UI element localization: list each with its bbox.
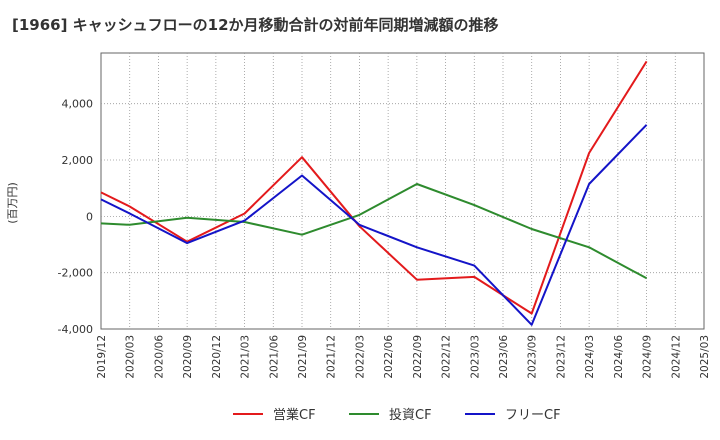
series-line: [100, 183, 648, 280]
legend-label: 投資CF: [389, 407, 432, 423]
y-tick-label: 2,000: [62, 154, 94, 167]
legend-label: 営業CF: [273, 407, 316, 423]
y-axis-label: (百万円): [6, 182, 19, 224]
y-tick-label: 4,000: [62, 98, 94, 111]
x-tick-label: 2020/12: [211, 335, 223, 379]
x-tick-label: 2024/06: [613, 335, 625, 379]
series-line: [100, 124, 648, 326]
x-tick-label: 2023/06: [498, 335, 510, 379]
x-tick-label: 2022/03: [354, 335, 366, 379]
y-tick-labels: -4,000 -2,000 0 2,000 4,000: [58, 98, 93, 336]
x-tick-label: 2020/03: [125, 335, 137, 379]
x-tick-label: 2023/09: [527, 335, 539, 379]
y-tick-label: -4,000: [58, 323, 93, 336]
x-tick-label: 2021/09: [297, 335, 309, 379]
x-tick-label: 2021/12: [326, 335, 338, 379]
x-tick-labels: 2019/12 2020/03 2020/06 2020/09 2020/12 2021/…: [96, 335, 711, 379]
x-tick-label: 2024/12: [670, 335, 682, 379]
x-tick-label: 2022/09: [412, 335, 424, 379]
series-line: [100, 60, 648, 315]
x-tick-label: 2021/06: [268, 335, 280, 379]
x-tick-label: 2020/06: [153, 335, 165, 379]
x-tick-label: 2025/03: [699, 335, 711, 379]
x-tick-label: 2023/12: [555, 335, 567, 379]
x-tick-label: 2020/09: [182, 335, 194, 379]
y-tick-label: -2,000: [58, 267, 93, 280]
chart-title: [1966] キャッシュフローの12か月移動合計の対前年同期増減額の推移: [12, 16, 499, 34]
x-tick-label: 2022/12: [441, 335, 453, 379]
x-tick-label: 2022/06: [383, 335, 395, 379]
legend-label: フリーCF: [505, 408, 561, 423]
x-tick-label: 2024/03: [584, 335, 596, 379]
x-tick-label: 2019/12: [96, 335, 108, 379]
y-tick-label: 0: [86, 210, 93, 223]
series-layer: [100, 60, 648, 326]
x-tick-label: 2024/09: [642, 335, 654, 379]
x-tick-label: 2021/03: [240, 335, 252, 379]
legend: 営業CF 投資CF フリーCF: [233, 407, 561, 423]
x-tick-label: 2023/03: [469, 335, 481, 379]
